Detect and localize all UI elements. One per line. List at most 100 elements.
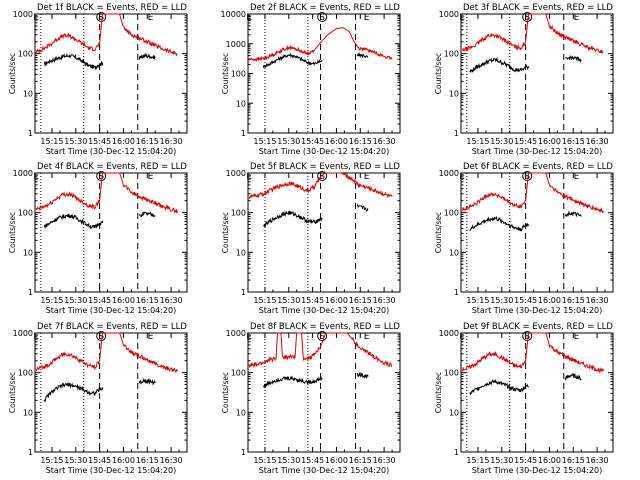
y-axis-label: Counts/sec bbox=[8, 53, 17, 94]
plot-frame bbox=[460, 13, 614, 134]
y-tick-label: 1000 bbox=[226, 169, 246, 178]
y-tick-label: 100 bbox=[444, 209, 459, 218]
event-marker-label: E bbox=[364, 172, 370, 182]
panel-title: Det 2f BLACK = Events, RED = LLD bbox=[250, 3, 400, 13]
panel-title: Det 1f BLACK = Events, RED = LLD bbox=[37, 3, 187, 13]
x-tick-label: 15:15 bbox=[466, 456, 489, 465]
y-axis-label: Counts/sec bbox=[221, 372, 230, 413]
event-marker-label: E bbox=[148, 13, 154, 23]
x-tick-label: 15:30 bbox=[277, 137, 300, 146]
y-tick-label: 1000 bbox=[439, 10, 459, 19]
x-axis-label: Start Time (30-Dec-12 15:04:20) bbox=[46, 466, 177, 475]
x-tick-label: 16:00 bbox=[325, 296, 348, 305]
x-tick-label: 16:15 bbox=[349, 137, 372, 146]
events-series-line bbox=[263, 371, 369, 389]
x-axis-label: Start Time (30-Dec-12 15:04:20) bbox=[46, 147, 177, 156]
y-axis-label: Counts/sec bbox=[434, 53, 443, 94]
y-tick-label: 1 bbox=[241, 129, 246, 138]
x-tick-label: 15:15 bbox=[40, 137, 63, 146]
y-axis-label: Counts/sec bbox=[434, 212, 443, 253]
y-tick-label: 1 bbox=[28, 129, 33, 138]
y-axis-label: Counts/sec bbox=[434, 372, 443, 413]
x-tick-label: 16:00 bbox=[325, 456, 348, 465]
x-axis-label: Start Time (30-Dec-12 15:04:20) bbox=[46, 306, 177, 315]
y-tick-label: 10 bbox=[23, 248, 33, 257]
start-marker-circle bbox=[96, 12, 107, 22]
x-tick-label: 15:30 bbox=[277, 296, 300, 305]
y-tick-label: 1 bbox=[28, 448, 33, 457]
y-tick-label: 100 bbox=[231, 70, 246, 79]
plot-frame bbox=[247, 332, 401, 453]
panel-title: Det 5f BLACK = Events, RED = LLD bbox=[250, 162, 400, 172]
x-tick-label: 16:15 bbox=[562, 456, 585, 465]
x-tick-label: 15:30 bbox=[490, 296, 513, 305]
y-tick-label: 10000 bbox=[221, 10, 246, 19]
event-marker-label: S bbox=[524, 332, 530, 342]
y-tick-label: 10 bbox=[236, 99, 246, 108]
plot-frame bbox=[460, 332, 614, 453]
events-series-line bbox=[469, 209, 582, 232]
panel-title: Det 6f BLACK = Events, RED = LLD bbox=[463, 162, 613, 172]
x-tick-label: 15:45 bbox=[88, 456, 111, 465]
events-series-line bbox=[469, 372, 582, 396]
start-marker-circle bbox=[317, 331, 328, 341]
event-marker-label: S bbox=[524, 13, 530, 23]
event-marker-label: E bbox=[246, 332, 252, 342]
x-tick-label: 15:15 bbox=[253, 137, 276, 146]
events-series-line bbox=[262, 51, 369, 69]
events-series-line bbox=[263, 204, 369, 229]
lld-series-line bbox=[248, 332, 393, 368]
y-tick-label: 1000 bbox=[13, 329, 33, 338]
y-tick-label: 100 bbox=[444, 369, 459, 378]
x-tick-label: 16:00 bbox=[112, 296, 135, 305]
start-marker-circle bbox=[317, 12, 328, 22]
x-tick-label: 15:15 bbox=[253, 296, 276, 305]
x-tick-label: 15:45 bbox=[514, 296, 537, 305]
x-tick-label: 16:30 bbox=[586, 296, 609, 305]
event-marker-label: E bbox=[574, 172, 580, 182]
x-tick-label: 15:30 bbox=[64, 137, 87, 146]
y-tick-label: 10 bbox=[23, 408, 33, 417]
y-tick-label: 10 bbox=[449, 89, 459, 98]
x-tick-label: 15:30 bbox=[490, 137, 513, 146]
lld-series-line bbox=[462, 13, 604, 54]
y-axis-label: Counts/sec bbox=[221, 212, 230, 253]
lld-series-line bbox=[461, 332, 604, 374]
event-marker-label: E bbox=[246, 172, 252, 182]
lld-series-line bbox=[35, 332, 178, 374]
event-marker-label: E bbox=[148, 332, 154, 342]
y-tick-label: 10 bbox=[23, 89, 33, 98]
x-tick-label: 15:30 bbox=[277, 456, 300, 465]
x-tick-label: 15:45 bbox=[88, 296, 111, 305]
event-marker-label: E bbox=[33, 172, 39, 182]
x-tick-label: 16:30 bbox=[373, 296, 396, 305]
plot-frame bbox=[34, 172, 188, 293]
x-tick-label: 15:45 bbox=[514, 456, 537, 465]
events-series-line bbox=[43, 378, 156, 403]
event-marker-label: S bbox=[319, 332, 325, 342]
events-series-line bbox=[469, 54, 582, 73]
x-tick-label: 15:45 bbox=[301, 137, 324, 146]
y-tick-label: 1 bbox=[241, 448, 246, 457]
event-marker-label: S bbox=[98, 13, 104, 23]
event-marker-label: E bbox=[364, 13, 370, 23]
x-axis-label: Start Time (30-Dec-12 15:04:20) bbox=[472, 306, 603, 315]
y-axis-label: Counts/sec bbox=[8, 372, 17, 413]
x-tick-label: 16:15 bbox=[136, 456, 159, 465]
x-tick-label: 16:00 bbox=[112, 137, 135, 146]
lld-series-line bbox=[248, 172, 393, 199]
plot-frame bbox=[34, 332, 188, 453]
x-tick-label: 16:30 bbox=[160, 456, 183, 465]
x-axis-label: Start Time (30-Dec-12 15:04:20) bbox=[259, 466, 390, 475]
lld-series-line bbox=[248, 27, 393, 62]
x-axis-label: Start Time (30-Dec-12 15:04:20) bbox=[472, 466, 603, 475]
y-tick-label: 100 bbox=[231, 369, 246, 378]
x-tick-label: 16:00 bbox=[112, 456, 135, 465]
x-tick-label: 15:15 bbox=[40, 456, 63, 465]
event-marker-label: S bbox=[319, 172, 325, 182]
plot-frame bbox=[247, 172, 401, 293]
y-tick-label: 1 bbox=[28, 288, 33, 297]
event-marker-label: E bbox=[33, 13, 39, 23]
x-tick-label: 16:15 bbox=[136, 137, 159, 146]
